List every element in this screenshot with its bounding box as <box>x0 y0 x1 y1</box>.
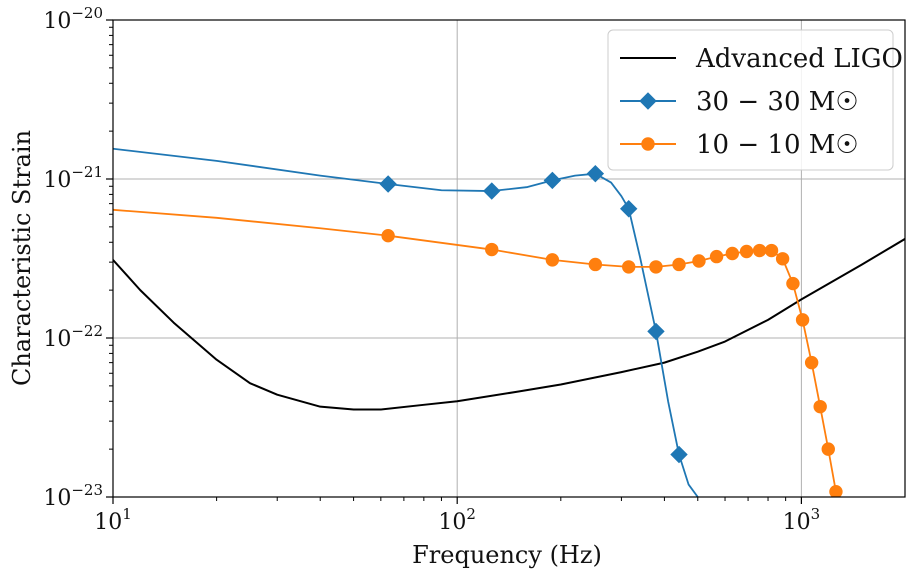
series-2-marker <box>483 182 501 200</box>
series-2-marker <box>379 175 397 193</box>
series-2-marker <box>670 445 688 464</box>
series-3-marker <box>692 254 706 268</box>
series-line-3 <box>113 208 841 497</box>
series-3-marker <box>709 249 724 264</box>
series-3-marker <box>786 276 800 291</box>
series-3-marker <box>804 355 819 370</box>
series-2-marker <box>586 164 605 183</box>
series-3-marker <box>485 242 499 257</box>
series-clip-group <box>113 147 905 497</box>
y-tick-label: 10−21 <box>43 163 103 193</box>
x-tick-label: 102 <box>438 505 476 535</box>
series-3-marker <box>813 399 827 414</box>
series-3-marker <box>649 260 663 274</box>
legend-box <box>607 29 894 171</box>
x-tick-label: 103 <box>783 505 821 535</box>
legend-label-2: 30 − 30 M☉ <box>696 87 859 117</box>
legend-marker-2 <box>639 92 657 110</box>
series-3-marker <box>588 257 603 272</box>
series-line-2 <box>113 147 699 497</box>
y-tick-label: 10−20 <box>43 4 103 34</box>
legend-label-1: Advanced LIGO <box>695 44 903 74</box>
plot-frame <box>112 19 906 498</box>
series-3-marker <box>795 313 810 327</box>
series-3-marker <box>821 442 835 456</box>
tick-layer: 101 102 103 10−23 10−22 10−21 10−20 <box>43 4 820 535</box>
series-3-marker <box>829 484 843 497</box>
y-tick-label: 10−22 <box>43 322 103 352</box>
series-3-marker <box>725 246 740 261</box>
series-3-marker <box>672 257 686 272</box>
series-layer <box>113 147 905 497</box>
series-3-marker <box>622 260 636 274</box>
series-2-marker <box>647 322 665 341</box>
series-3-marker <box>752 243 767 258</box>
series-3-marker <box>381 228 395 243</box>
y-axis-label: Characteristic Strain <box>8 130 36 386</box>
y-tick-label: 10−23 <box>43 481 103 511</box>
legend: Advanced LIGO 30 − 30 M☉ 10 − 10 M☉ <box>607 29 903 171</box>
series-3-marker <box>764 243 779 258</box>
series-3-marker <box>545 253 560 267</box>
series-3-marker <box>739 244 754 259</box>
series-2-marker <box>620 200 638 218</box>
legend-marker-3 <box>641 137 655 151</box>
series-line-1 <box>113 238 905 411</box>
x-tick-label: 101 <box>94 505 132 535</box>
x-axis-label: Frequency (Hz) <box>412 541 602 569</box>
series-2-marker <box>543 171 562 190</box>
series-3-marker <box>775 252 790 266</box>
legend-label-3: 10 − 10 M☉ <box>696 130 859 160</box>
